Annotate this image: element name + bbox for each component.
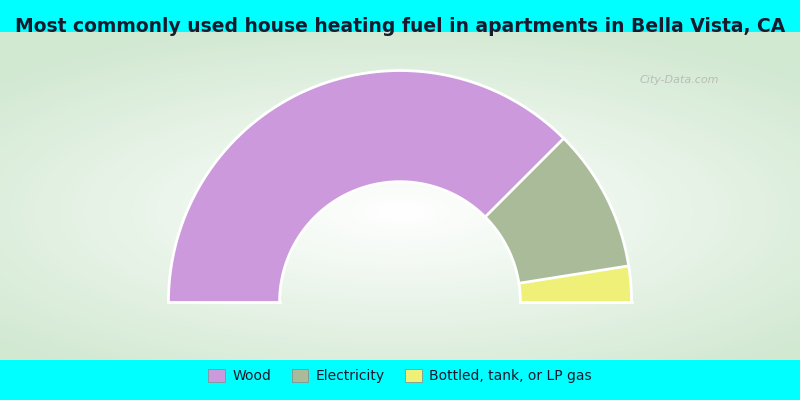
Text: Most commonly used house heating fuel in apartments in Bella Vista, CA: Most commonly used house heating fuel in… [15,16,785,36]
Text: City-Data.com: City-Data.com [640,75,719,85]
Polygon shape [169,70,564,302]
Legend: Wood, Electricity, Bottled, tank, or LP gas: Wood, Electricity, Bottled, tank, or LP … [203,363,597,389]
Polygon shape [485,138,629,283]
Polygon shape [519,266,631,302]
